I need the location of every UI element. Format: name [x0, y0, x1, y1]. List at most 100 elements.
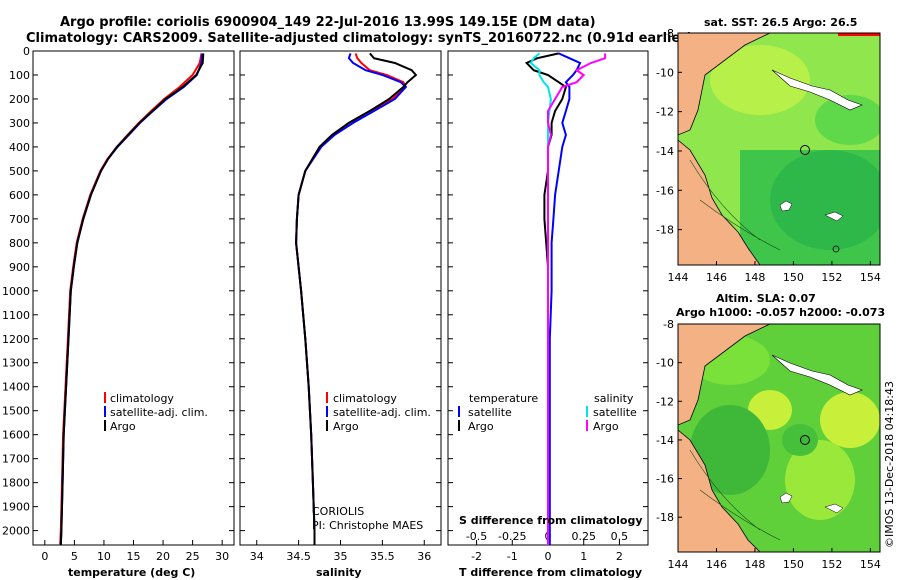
salinity-legend: climatology satellite-adj. clim. Argo	[326, 392, 431, 433]
map-y-tick-label: -18	[656, 511, 674, 524]
legend-salinity-heading: salinity	[594, 392, 634, 405]
sla-map-title-line1: Altim. SLA: 0.07	[716, 292, 816, 305]
chart-title-line2: Climatology: CARS2009. Satellite-adjuste…	[26, 31, 693, 46]
legend-swatch-argo	[326, 420, 328, 431]
depth-tick-label: 1000	[2, 285, 30, 298]
x-tick-label: 20	[156, 550, 170, 563]
x-tick-label: 10	[97, 550, 111, 563]
legend-swatch-satellite	[326, 406, 328, 417]
x-tick-label: 0	[545, 550, 552, 563]
depth-tick-label: 1100	[2, 309, 30, 322]
float-position-marker	[800, 145, 810, 155]
series-line-t-satellite	[548, 52, 582, 545]
map-y-tick-label: -18	[656, 224, 674, 237]
map-y-tick-label: -16	[656, 184, 674, 197]
land-png-coast	[678, 324, 771, 426]
map-x-tick-label: 152	[821, 271, 842, 284]
float-position-marker	[800, 435, 810, 445]
map-y-tick-label: -16	[656, 473, 674, 486]
legend-satellite-adj: satellite-adj. clim.	[110, 406, 208, 419]
legend-swatch-climatology	[104, 392, 106, 403]
land-australia-coast	[678, 429, 761, 552]
map-y-tick-label: -8	[663, 27, 674, 40]
temperature-series	[59, 53, 205, 545]
depth-tick-label: 1600	[2, 429, 30, 442]
map-y-tick-label: -8	[663, 318, 674, 331]
series-line-s-argo	[547, 53, 607, 545]
map-x-tick-label: 144	[668, 271, 689, 284]
s-diff-tick-label: -0.25	[498, 530, 526, 543]
difference-series	[524, 52, 607, 545]
x-tick-label: 15	[127, 550, 141, 563]
s-difference-axis-label: S difference from climatology	[459, 514, 643, 527]
depth-tick-label: 1400	[2, 381, 30, 394]
legend-satellite-adj: satellite-adj. clim.	[333, 406, 431, 419]
legend-swatch-t-satellite	[458, 406, 460, 417]
agency-label: CORIOLIS	[312, 505, 364, 518]
land-png-coast	[678, 33, 771, 136]
map-x-tick-label: 154	[860, 558, 881, 571]
difference-legend: temperature satellite Argo salinity sate…	[458, 392, 637, 433]
legend-s-satellite: satellite	[593, 406, 637, 419]
x-tick-label: 5	[71, 550, 78, 563]
temperature-axis-label: temperature (deg C)	[68, 566, 195, 579]
sst-map	[678, 33, 880, 265]
x-tick-label: -1	[507, 550, 518, 563]
land-australia-coast	[678, 139, 761, 265]
depth-tick-label: 100	[9, 69, 30, 82]
map-x-tick-label: 150	[783, 558, 804, 571]
x-tick-label: 25	[186, 550, 200, 563]
depth-tick-label: 200	[9, 93, 30, 106]
map-x-tick-label: 148	[744, 271, 765, 284]
sst-map-frame	[677, 32, 881, 266]
map-x-tick-label: 146	[706, 271, 727, 284]
land-islands	[771, 69, 863, 111]
s-diff-tick-label: 0.25	[571, 530, 596, 543]
sla-map-axes: 144 146 148 150 152 154 -8 -10 -12 -14 -16 -18	[656, 318, 881, 571]
depth-tick-label: 400	[9, 141, 30, 154]
map-y-tick-label: -10	[656, 357, 674, 370]
land-islands	[771, 354, 863, 396]
depth-tick-label: 600	[9, 189, 30, 202]
salinity-x-axis: 34 34.5 35 35.5 36	[250, 540, 431, 563]
depth-tick-label: 0	[23, 45, 30, 58]
depth-tick-label: 900	[9, 261, 30, 274]
series-line-argo	[59, 53, 205, 545]
pi-label: PI: Christophe MAES	[312, 519, 423, 532]
sla-map-frame	[677, 323, 881, 553]
depth-tick-label: 300	[9, 117, 30, 130]
legend-t-satellite: satellite	[468, 406, 512, 419]
depth-tick-label: 1300	[2, 357, 30, 370]
map-x-tick-label: 144	[668, 558, 689, 571]
legend-swatch-t-argo	[458, 420, 460, 431]
salinity-axis-label: salinity	[316, 566, 362, 579]
legend-swatch-s-argo	[586, 420, 588, 431]
series-line-t-argo	[524, 52, 568, 545]
legend-argo: Argo	[110, 420, 136, 433]
chart-title-line1: Argo profile: coriolis 6900904_149 22-Ju…	[60, 15, 596, 30]
sla-map	[678, 324, 880, 552]
map-y-tick-label: -14	[656, 145, 674, 158]
depth-tick-label: 1800	[2, 477, 30, 490]
x-tick-label: 2	[616, 550, 623, 563]
map-x-tick-label: 148	[744, 558, 765, 571]
depth-axis: 0 100 200 300 400 500 600 700 800 900 1000 1100 1200…	[2, 45, 648, 538]
depth-tick-label: 500	[9, 165, 30, 178]
depth-tick-label: 1500	[2, 405, 30, 418]
imos-credit: ©IMOS 13-Dec-2018 04:18:43	[883, 381, 896, 548]
legend-argo: Argo	[333, 420, 359, 433]
t-difference-axis-label: T difference from climatology	[459, 566, 642, 579]
x-tick-label: 35	[334, 550, 348, 563]
map-x-tick-label: 152	[821, 558, 842, 571]
x-tick-label: 34.5	[286, 550, 311, 563]
depth-tick-label: 1900	[2, 501, 30, 514]
s-diff-tick-label: 0.5	[611, 530, 629, 543]
depth-tick-label: 700	[9, 213, 30, 226]
salinity-series	[295, 52, 418, 545]
sst-map-title: sat. SST: 26.5 Argo: 26.5	[704, 16, 857, 29]
sla-map-title-line2: Argo h1000: -0.057 h2000: -0.073	[676, 306, 885, 319]
x-tick-label: 0	[41, 550, 48, 563]
x-tick-label: 36	[417, 550, 431, 563]
map-x-tick-label: 146	[706, 558, 727, 571]
